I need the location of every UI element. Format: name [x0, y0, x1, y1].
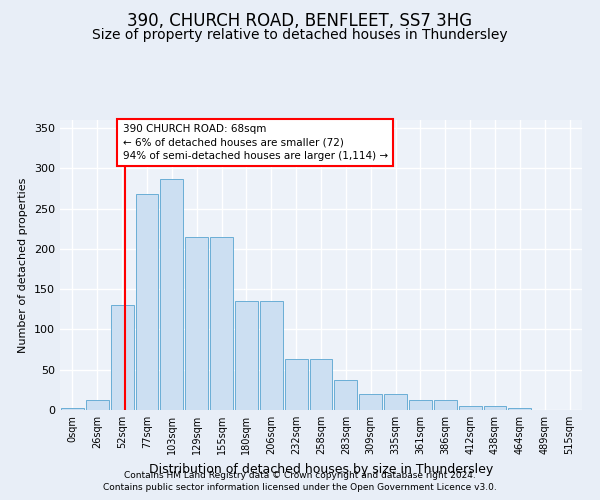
- Bar: [459, 406, 482, 410]
- Text: Size of property relative to detached houses in Thundersley: Size of property relative to detached ho…: [92, 28, 508, 42]
- Bar: [334, 380, 357, 410]
- Bar: [384, 394, 407, 410]
- Bar: [210, 237, 233, 410]
- Text: 390, CHURCH ROAD, BENFLEET, SS7 3HG: 390, CHURCH ROAD, BENFLEET, SS7 3HG: [127, 12, 473, 30]
- Bar: [484, 406, 506, 410]
- Text: 390 CHURCH ROAD: 68sqm
← 6% of detached houses are smaller (72)
94% of semi-deta: 390 CHURCH ROAD: 68sqm ← 6% of detached …: [122, 124, 388, 161]
- Y-axis label: Number of detached properties: Number of detached properties: [19, 178, 28, 352]
- Bar: [434, 400, 457, 410]
- X-axis label: Distribution of detached houses by size in Thundersley: Distribution of detached houses by size …: [149, 462, 493, 475]
- Bar: [359, 394, 382, 410]
- Bar: [235, 301, 258, 410]
- Bar: [508, 408, 531, 410]
- Bar: [310, 359, 332, 410]
- Bar: [136, 194, 158, 410]
- Bar: [111, 306, 134, 410]
- Text: Contains public sector information licensed under the Open Government Licence v3: Contains public sector information licen…: [103, 484, 497, 492]
- Bar: [260, 301, 283, 410]
- Bar: [185, 237, 208, 410]
- Bar: [160, 179, 183, 410]
- Bar: [86, 400, 109, 410]
- Bar: [409, 400, 432, 410]
- Bar: [285, 359, 308, 410]
- Text: Contains HM Land Registry data © Crown copyright and database right 2024.: Contains HM Land Registry data © Crown c…: [124, 471, 476, 480]
- Bar: [61, 408, 84, 410]
